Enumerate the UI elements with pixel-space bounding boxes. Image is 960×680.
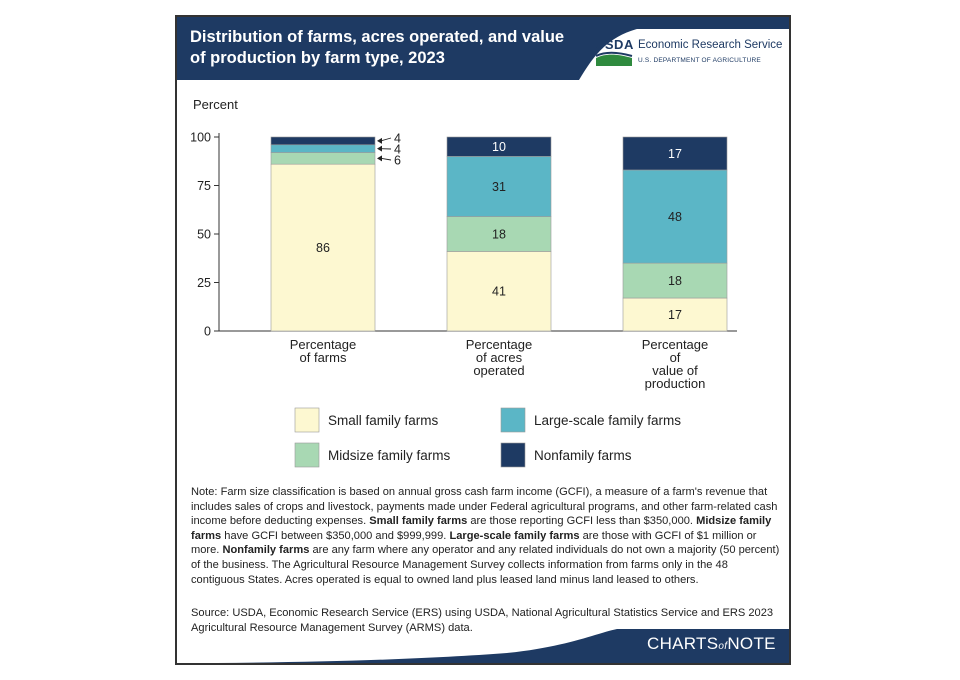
x-tick-label: of [670,350,681,365]
chart-card: Distribution of farms, acres operated, a… [175,15,791,665]
chart-source: Source: USDA, Economic Research Service … [191,607,774,634]
data-label: 18 [668,274,682,288]
callout-arrowhead [377,155,382,162]
data-label: 86 [316,241,330,255]
note-prefix: Note: Farm size classification is based … [191,486,778,528]
x-tick-label: of farms [300,350,347,365]
department-name: U.S. DEPARTMENT OF AGRICULTURE [638,57,761,64]
x-tick-label: of acres [476,350,523,365]
header-band: Distribution of farms, acres operated, a… [177,17,789,80]
legend-label: Nonfamily farms [534,448,632,463]
bar-segment [270,144,376,153]
usda-ers-logo: USDA Economic Research Service U.S. DEPA… [592,33,787,73]
legend-swatch [294,442,320,468]
data-label: 18 [492,228,506,242]
callout-line [380,137,392,142]
x-tick-label: Percentage [466,337,533,352]
bar-segment [270,136,376,146]
note-small-term: Small family farms [369,515,468,528]
legend-label: Large-scale family farms [534,413,681,428]
data-label: 31 [492,180,506,194]
data-label: 41 [492,285,506,299]
note-mid-term: Midsize family farms [191,515,772,542]
charts-of-note-logo: CHARTSofNOTE [647,634,776,654]
header-curve-shape [177,17,789,80]
x-tick-label: Percentage [290,337,357,352]
usda-logo-icon [596,51,633,66]
y-axis-label: Percent [193,97,238,112]
data-label: 10 [492,140,506,154]
callout-arrowhead [377,137,382,144]
chart-legend: Small family farms Large-scale family far… [294,407,681,468]
y-tick-label: 100 [190,131,211,145]
legend-swatch [500,407,526,433]
data-label: 4 [394,132,401,146]
brand-note: NOTE [727,634,776,653]
chart-note: Note: Farm size classification is based … [191,485,781,587]
note-non-term: Nonfamily farms [222,544,310,557]
y-tick-label: 0 [204,325,211,339]
bar-segment [622,136,728,171]
legend-label: Small family farms [328,413,439,428]
note-non-def: are any farm where any operator and any … [191,544,780,586]
data-label: 6 [394,154,401,168]
legend-swatch [500,442,526,468]
note-large-term: Large-scale family farms [449,529,580,542]
footer-band [177,629,789,663]
y-tick-label: 50 [197,228,211,242]
legend-label: Midsize family farms [328,448,451,463]
chart-title: Distribution of farms, acres operated, a… [190,28,565,67]
y-tick-label: 75 [197,179,211,193]
bar-segment [446,251,552,332]
bar-segment [446,216,552,252]
x-tick-label: production [645,376,706,391]
agency-name: Economic Research Service [638,39,783,51]
data-label: 48 [668,210,682,224]
bar-segment [270,152,376,165]
bar-segment [622,297,728,332]
data-label: 4 [394,143,401,157]
y-tick-label: 25 [197,276,211,290]
x-tick-label: operated [473,363,524,378]
callout-line [380,157,392,161]
x-tick-label: value of [652,363,698,378]
note-large-def: are those with GCFI of $1 million or mor… [191,529,757,557]
data-label: 17 [668,308,682,322]
bar-segment [446,136,552,157]
legend-swatch [294,407,320,433]
x-tick-label: Percentage [642,337,709,352]
bar-segment [446,156,552,217]
brand-of: of [718,641,728,652]
note-small-def: are those reporting GCFI less than $350,… [467,515,697,528]
callout-arrowhead [377,145,382,152]
bar-segment [270,163,376,332]
bar-segment [622,169,728,264]
bar-segment [622,262,728,299]
data-label: 17 [668,147,682,161]
brand-charts: CHARTS [647,634,719,653]
note-mid-def: have GCFI between $350,000 and $999,999. [221,529,450,542]
usda-logo-text: USDA [595,37,634,52]
